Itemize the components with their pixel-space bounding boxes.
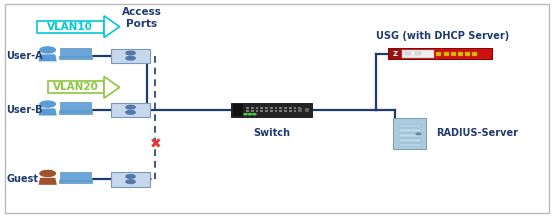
Circle shape: [253, 114, 256, 115]
FancyBboxPatch shape: [402, 50, 434, 58]
Text: VLAN20: VLAN20: [53, 82, 99, 92]
FancyBboxPatch shape: [299, 107, 301, 109]
Circle shape: [126, 175, 135, 178]
Text: ✖: ✖: [150, 138, 162, 152]
FancyBboxPatch shape: [406, 52, 411, 55]
FancyBboxPatch shape: [298, 108, 302, 112]
Circle shape: [126, 105, 135, 109]
FancyBboxPatch shape: [437, 53, 442, 56]
FancyBboxPatch shape: [260, 107, 263, 109]
FancyBboxPatch shape: [294, 107, 296, 109]
FancyBboxPatch shape: [246, 110, 249, 112]
FancyBboxPatch shape: [260, 110, 263, 112]
FancyBboxPatch shape: [60, 172, 91, 181]
FancyBboxPatch shape: [416, 52, 421, 55]
FancyBboxPatch shape: [444, 53, 449, 56]
Text: Z: Z: [392, 51, 398, 57]
FancyBboxPatch shape: [59, 111, 91, 114]
Polygon shape: [39, 54, 57, 61]
FancyBboxPatch shape: [265, 110, 268, 112]
FancyBboxPatch shape: [279, 107, 282, 109]
Text: User-A: User-A: [6, 51, 43, 61]
FancyBboxPatch shape: [284, 107, 287, 109]
Circle shape: [248, 114, 252, 115]
FancyBboxPatch shape: [398, 129, 420, 132]
Text: User-B: User-B: [6, 105, 43, 115]
Circle shape: [126, 56, 135, 60]
FancyBboxPatch shape: [251, 110, 254, 112]
FancyBboxPatch shape: [299, 110, 301, 112]
FancyBboxPatch shape: [251, 107, 254, 109]
Circle shape: [126, 111, 135, 114]
Circle shape: [126, 180, 135, 184]
FancyBboxPatch shape: [265, 107, 268, 109]
Circle shape: [244, 114, 247, 115]
FancyBboxPatch shape: [255, 107, 258, 109]
FancyBboxPatch shape: [48, 81, 104, 93]
FancyBboxPatch shape: [398, 139, 420, 142]
FancyBboxPatch shape: [284, 110, 287, 112]
FancyBboxPatch shape: [388, 48, 493, 59]
Polygon shape: [104, 77, 120, 98]
FancyBboxPatch shape: [473, 53, 478, 56]
Text: RADIUS-Server: RADIUS-Server: [436, 128, 518, 138]
Text: Access
Ports: Access Ports: [122, 7, 162, 29]
FancyBboxPatch shape: [59, 56, 91, 60]
FancyBboxPatch shape: [231, 103, 312, 117]
FancyBboxPatch shape: [111, 103, 151, 117]
FancyBboxPatch shape: [37, 21, 104, 33]
FancyBboxPatch shape: [111, 49, 151, 63]
FancyBboxPatch shape: [289, 110, 291, 112]
FancyBboxPatch shape: [111, 172, 151, 187]
FancyBboxPatch shape: [398, 144, 420, 146]
Circle shape: [126, 51, 135, 55]
FancyBboxPatch shape: [451, 53, 456, 56]
FancyBboxPatch shape: [275, 107, 278, 109]
FancyBboxPatch shape: [294, 110, 296, 112]
FancyBboxPatch shape: [393, 118, 426, 149]
FancyBboxPatch shape: [465, 53, 470, 56]
FancyBboxPatch shape: [270, 110, 273, 112]
FancyBboxPatch shape: [59, 180, 91, 183]
FancyBboxPatch shape: [5, 4, 549, 213]
FancyBboxPatch shape: [270, 107, 273, 109]
Polygon shape: [104, 16, 120, 37]
FancyBboxPatch shape: [60, 102, 91, 112]
FancyBboxPatch shape: [305, 108, 309, 112]
Circle shape: [40, 47, 55, 53]
Text: USG (with DHCP Server): USG (with DHCP Server): [376, 31, 510, 41]
Circle shape: [40, 101, 55, 107]
FancyBboxPatch shape: [398, 125, 420, 127]
FancyBboxPatch shape: [289, 107, 291, 109]
Circle shape: [40, 170, 55, 177]
Text: VLAN10: VLAN10: [48, 22, 93, 32]
FancyBboxPatch shape: [275, 110, 278, 112]
FancyBboxPatch shape: [246, 107, 249, 109]
FancyBboxPatch shape: [279, 110, 282, 112]
Polygon shape: [39, 109, 57, 116]
Polygon shape: [39, 178, 57, 185]
Text: Switch: Switch: [253, 128, 290, 138]
FancyBboxPatch shape: [389, 49, 401, 59]
Text: Guest: Guest: [6, 174, 38, 184]
Circle shape: [416, 133, 420, 135]
FancyBboxPatch shape: [233, 104, 243, 116]
FancyBboxPatch shape: [458, 53, 463, 56]
FancyBboxPatch shape: [255, 110, 258, 112]
FancyBboxPatch shape: [398, 134, 420, 137]
FancyBboxPatch shape: [60, 48, 91, 57]
